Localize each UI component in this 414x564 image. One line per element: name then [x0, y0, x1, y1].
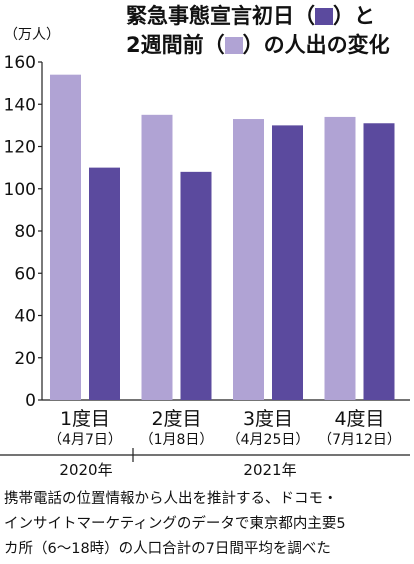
bar [141, 114, 173, 400]
bar [180, 171, 212, 400]
bar [272, 125, 303, 400]
chart-title-line-2: 2週間前（ ）の人出の変化 [126, 32, 390, 58]
y-axis-unit-label: （万人） [4, 27, 60, 43]
source-note: 携帯電話の位置情報から人出を推計する、ドコモ・ インサイトマーケティングのデータ… [4, 491, 346, 557]
y-tick-label: 0 [25, 391, 36, 411]
chart-title-line-1: 緊急事態宣言初日（ ）と [126, 3, 375, 29]
y-tick-label: 60 [14, 264, 36, 284]
bar-chart: 0 20 40 60 80 100 120 140 160 1度目 （4月7日） 2度目 （1月8日） 3… [0, 53, 410, 479]
title-line-2-prefix: 2週間前（ [126, 33, 225, 57]
category-date-label: （7月12日） [318, 432, 401, 448]
legend-swatch-before [224, 37, 243, 54]
category-date-label: （1月8日） [140, 432, 214, 448]
bar [363, 123, 395, 400]
y-tick-label: 80 [14, 222, 36, 242]
y-tick-label: 120 [4, 138, 36, 158]
bar [89, 167, 120, 400]
y-tick-label: 160 [4, 53, 36, 73]
title-line-2-suffix: ）の人出の変化 [242, 33, 390, 57]
y-tick-label: 40 [14, 307, 36, 327]
category-label: 2度目 [151, 408, 201, 430]
year-group-label: 2021年 [243, 461, 296, 479]
category-label: 4度目 [334, 408, 384, 430]
title-line-1-suffix: ）と [333, 4, 375, 28]
legend-swatch-current [315, 8, 333, 25]
title-line-1-prefix: 緊急事態宣言初日（ [126, 4, 315, 28]
category-label: 1度目 [60, 408, 110, 430]
bar [324, 116, 356, 401]
year-group-label: 2020年 [59, 461, 112, 479]
y-tick-label: 140 [4, 95, 36, 115]
category-label: 3度目 [243, 408, 293, 430]
category-date-label: （4月25日） [227, 432, 310, 448]
y-tick-label: 100 [4, 180, 36, 200]
bar [50, 74, 81, 401]
y-tick-label: 20 [14, 349, 36, 369]
category-date-label: （4月7日） [48, 432, 122, 448]
bar [233, 119, 264, 400]
